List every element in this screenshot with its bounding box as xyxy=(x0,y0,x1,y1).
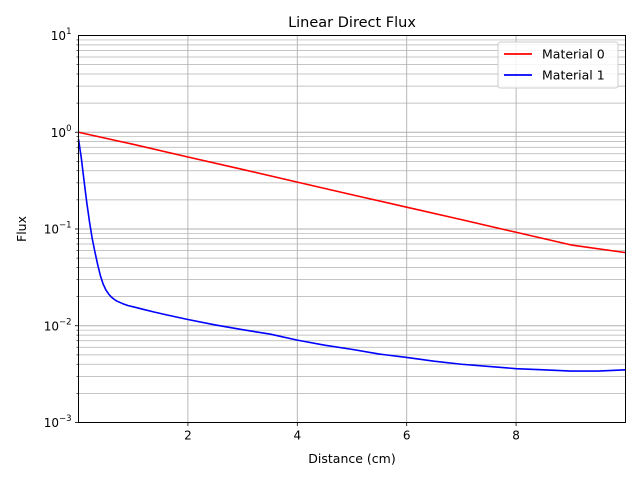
y-tick-label: 10−3 xyxy=(44,414,72,430)
ticks: 2 4 6 8 10−3 10−2 10−1 100 101 xyxy=(44,27,520,443)
x-tick-label: 2 xyxy=(184,429,192,443)
x-tick-label: 8 xyxy=(512,429,520,443)
chart-title: Linear Direct Flux xyxy=(288,15,416,31)
legend-entry-label: Material 0 xyxy=(542,47,605,62)
x-tick-label: 6 xyxy=(403,429,411,443)
series-line-material-1 xyxy=(77,138,626,372)
y-tick-label: 101 xyxy=(51,27,72,43)
y-tick-label: 100 xyxy=(51,124,72,140)
x-axis-label: Distance (cm) xyxy=(308,451,395,466)
x-tick-label: 4 xyxy=(293,429,301,443)
y-axis-label: Flux xyxy=(14,216,29,242)
legend-entry-label: Material 1 xyxy=(542,68,605,83)
series-line-material-0 xyxy=(78,131,626,254)
series-group xyxy=(77,131,626,372)
y-tick-label: 10−2 xyxy=(44,317,72,333)
legend: Material 0 Material 1 xyxy=(497,41,619,89)
y-tick-label: 10−1 xyxy=(44,221,72,237)
